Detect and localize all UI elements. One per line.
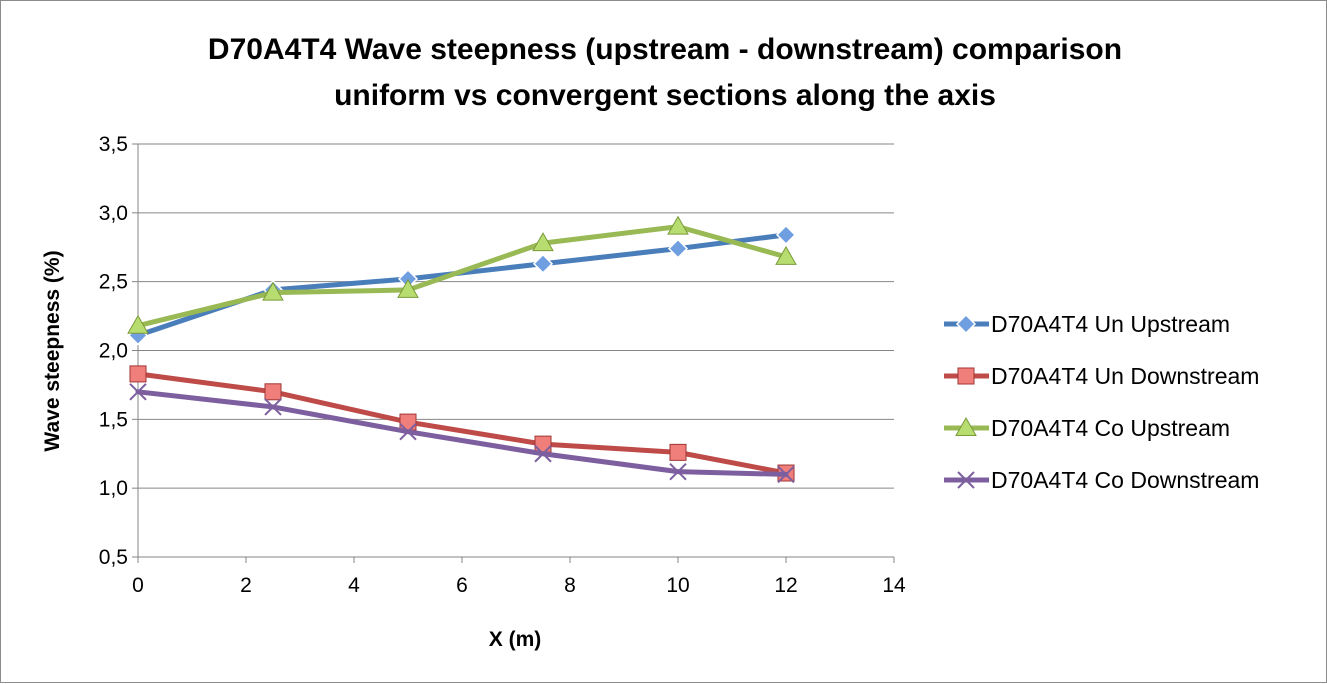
legend-label: D70A4T4 Co Downstream [991, 467, 1259, 493]
data-point-marker [129, 365, 147, 383]
series-2 [129, 365, 795, 482]
series-1 [127, 224, 797, 346]
legend-entry: D70A4T4 Un Downstream [944, 363, 1259, 389]
data-point-marker [534, 435, 552, 453]
x-axis-title: X (m) [489, 628, 542, 651]
x-tick-label: 12 [774, 574, 797, 597]
gridlines [138, 143, 894, 558]
y-tick-label: 2,5 [99, 271, 128, 294]
legend-swatch-marker [955, 313, 977, 335]
y-tick-label: 2,0 [99, 340, 128, 363]
x-tick-label: 10 [666, 574, 689, 597]
series-3 [127, 215, 797, 334]
legend-label: D70A4T4 Un Upstream [991, 311, 1230, 337]
x-tick-label: 14 [882, 574, 906, 597]
data-point-marker [667, 238, 689, 259]
series-line [135, 232, 789, 338]
chart-title-line-2: uniform vs convergent sections along the… [334, 79, 996, 112]
legend-label: D70A4T4 Co Upstream [991, 415, 1230, 441]
series-line [135, 389, 789, 477]
data-point-marker [264, 383, 282, 401]
data-point-marker [127, 314, 149, 334]
series-line [135, 224, 789, 329]
data-point-marker [397, 278, 419, 298]
legend-entry: D70A4T4 Co Downstream [944, 467, 1259, 493]
chart-title-line-1: D70A4T4 Wave steepness (upstream - downs… [208, 33, 1122, 66]
data-point-marker [262, 281, 284, 301]
x-tick-label: 6 [456, 574, 468, 597]
series-line [135, 371, 789, 476]
data-point-marker [777, 465, 795, 484]
y-tick-label: 1,0 [99, 477, 128, 500]
axes: 0,5 1,0 1,5 2,0 2,5 3,0 3,5 0 2 4 6 8 10 12 14 [99, 133, 906, 597]
legend-swatch-marker [957, 367, 975, 385]
data-point-marker [399, 413, 417, 431]
y-tick-label: 3,0 [99, 202, 128, 225]
legend-entry: D70A4T4 Un Upstream [944, 311, 1230, 337]
x-tick-label: 2 [240, 574, 252, 597]
data-point-marker [129, 383, 147, 401]
x-tick-label: 8 [564, 574, 576, 597]
legend-entry: D70A4T4 Co Upstream [944, 415, 1230, 441]
data-point-marker [667, 215, 689, 235]
x-tick-label: 4 [348, 574, 360, 597]
data-point-marker [264, 398, 282, 416]
y-axis-title: Wave steepness (%) [41, 250, 64, 451]
y-tick-label: 3,5 [99, 133, 128, 156]
data-point-marker [775, 245, 797, 265]
data-point-marker [532, 253, 554, 274]
legend-swatch-marker [955, 416, 977, 436]
legend: D70A4T4 Un Upstream D70A4T4 Un Downstream… [944, 311, 1259, 493]
x-tick-label: 0 [132, 574, 144, 597]
data-point-marker [775, 224, 797, 245]
data-point-marker [669, 443, 687, 461]
series-4 [129, 383, 795, 484]
legend-swatch-marker [957, 471, 975, 489]
data-point-marker [534, 445, 552, 463]
data-point-marker [669, 462, 687, 481]
y-tick-label: 0,5 [99, 546, 128, 569]
y-tick-label: 1,5 [99, 408, 128, 431]
data-point-marker [399, 423, 417, 441]
legend-label: D70A4T4 Un Downstream [991, 363, 1259, 389]
series-group [127, 215, 797, 484]
data-point-marker [532, 232, 554, 252]
